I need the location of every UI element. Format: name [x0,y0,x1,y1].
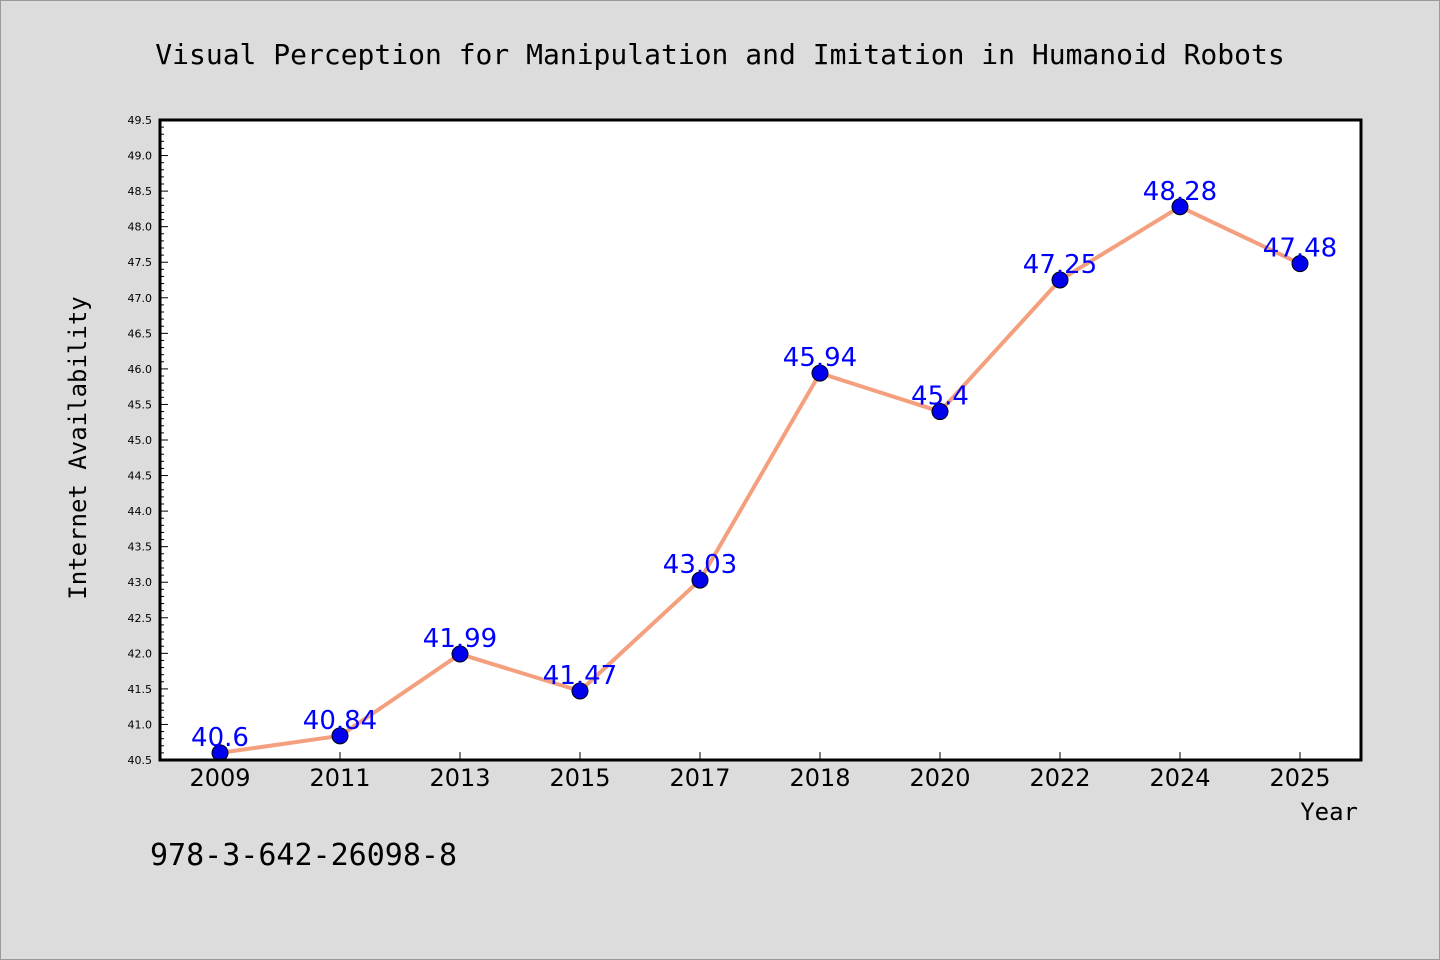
y-tick-label: 49.0 [128,150,153,163]
y-tick-label: 45.0 [128,434,153,447]
plot-area [160,120,1361,760]
data-label: 40.84 [303,706,377,736]
data-label: 41.99 [423,624,497,654]
data-label: 48.28 [1143,177,1217,207]
y-tick-label: 43.5 [128,541,153,554]
y-tick-label: 44.5 [128,470,153,483]
x-tick-label: 2020 [909,764,970,792]
data-point [1051,271,1069,289]
data-label: 45.4 [911,382,969,412]
isbn-text: 978-3-642-26098-8 [150,838,457,873]
y-tick-label: 46.5 [128,327,153,340]
y-tick-label: 41.0 [128,718,153,731]
data-label: 40.6 [191,723,249,753]
y-tick-label: 42.5 [128,612,153,625]
data-point [331,727,349,745]
x-tick-label: 2015 [549,764,610,792]
x-tick-label: 2022 [1029,764,1090,792]
data-label: 45.94 [783,343,857,373]
y-tick-label: 45.5 [128,398,153,411]
x-tick-label: 2011 [309,764,370,792]
data-point [1291,255,1309,273]
data-point [1171,198,1189,216]
data-point [571,682,589,700]
y-tick-label: 44.0 [128,505,153,518]
x-tick-label: 2018 [789,764,850,792]
x-axis-label: Year [1300,798,1358,826]
data-point [691,571,709,589]
data-label: 47.48 [1263,234,1337,264]
y-tick-label: 46.0 [128,363,153,376]
y-tick-label: 49.5 [128,114,153,127]
data-point [451,645,469,663]
series-group: 40.6 40.84 41.99 41.47 43.03 45.94 45.4 47.25 48… [191,177,1337,762]
chart-title: Visual Perception for Manipulation and I… [155,38,1284,71]
x-tick-label: 2024 [1149,764,1210,792]
y-axis: 40.5 41.0 41.5 42.0 42.5 43.0 43.5 44.0 44.5 45.0… [128,114,168,767]
x-axis: 2009 2011 2013 2015 2017 2018 2020 2022 2024 2025 [189,752,1331,792]
data-point [811,364,829,382]
y-axis-label: Internet Availability [64,296,92,599]
x-tick-label: 2017 [669,764,730,792]
x-tick-label: 2013 [429,764,490,792]
y-tick-label: 43.0 [128,576,153,589]
y-tick-label: 41.5 [128,683,153,696]
plot-frame [158,118,1363,762]
y-tick-label: 47.0 [128,292,153,305]
data-point [931,403,949,421]
y-tick-label: 47.5 [128,256,153,269]
y-tick-label: 48.0 [128,221,153,234]
series-line [218,204,1302,755]
y-tick-label: 40.5 [128,754,153,767]
y-tick-label: 42.0 [128,647,153,660]
x-tick-label: 2009 [189,764,250,792]
data-label: 47.25 [1023,250,1097,280]
data-label: 41.47 [543,661,617,691]
y-tick-label: 48.5 [128,185,153,198]
data-label: 43.03 [663,550,737,580]
x-tick-label: 2025 [1269,764,1330,792]
